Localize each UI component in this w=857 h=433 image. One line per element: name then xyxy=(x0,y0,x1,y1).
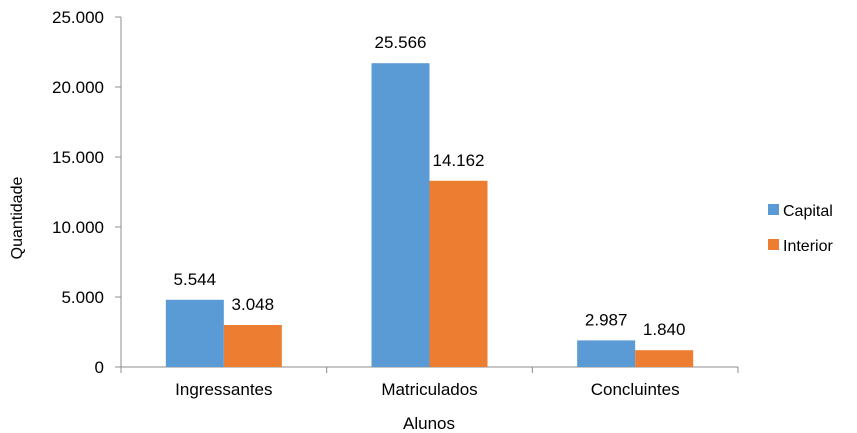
y-tick-label: 10.000 xyxy=(52,218,104,237)
y-tick-label: 5.000 xyxy=(61,288,104,307)
y-axis: 0 5.000 10.000 15.000 20.000 25.000 xyxy=(52,8,122,377)
bar-capital xyxy=(577,340,636,367)
y-axis-title: Quantidade xyxy=(9,177,26,260)
data-label: 5.544 xyxy=(174,270,217,289)
legend-label: Capital xyxy=(783,203,833,220)
data-label: 14.162 xyxy=(433,151,485,170)
x-axis-title: Alunos xyxy=(403,414,455,433)
data-label: 25.566 xyxy=(375,33,427,52)
y-tick-label: 15.000 xyxy=(52,148,104,167)
bar-capital xyxy=(165,299,224,367)
x-axis: Ingressantes Matriculados Concluintes xyxy=(120,366,739,399)
y-tick-label: 0 xyxy=(95,358,104,377)
data-labels: 5.544 25.566 2.987 3.048 14.162 1.840 xyxy=(174,33,686,339)
bar-interior xyxy=(429,180,488,367)
x-tick-label: Concluintes xyxy=(591,380,680,399)
x-tick-label: Ingressantes xyxy=(175,380,272,399)
y-tick-label: 20.000 xyxy=(52,78,104,97)
legend-swatch xyxy=(768,204,779,215)
data-label: 2.987 xyxy=(585,310,628,329)
legend-swatch xyxy=(768,239,779,250)
data-label: 3.048 xyxy=(232,295,275,314)
y-tick-label: 25.000 xyxy=(52,8,104,27)
legend: Capital Interior xyxy=(768,203,833,255)
legend-label: Interior xyxy=(783,238,833,255)
data-label: 1.840 xyxy=(643,320,686,339)
bar-interior xyxy=(223,325,282,367)
x-tick-label: Matriculados xyxy=(381,380,477,399)
bar-interior xyxy=(635,350,694,367)
bar-capital xyxy=(371,63,430,367)
bars xyxy=(165,63,694,367)
